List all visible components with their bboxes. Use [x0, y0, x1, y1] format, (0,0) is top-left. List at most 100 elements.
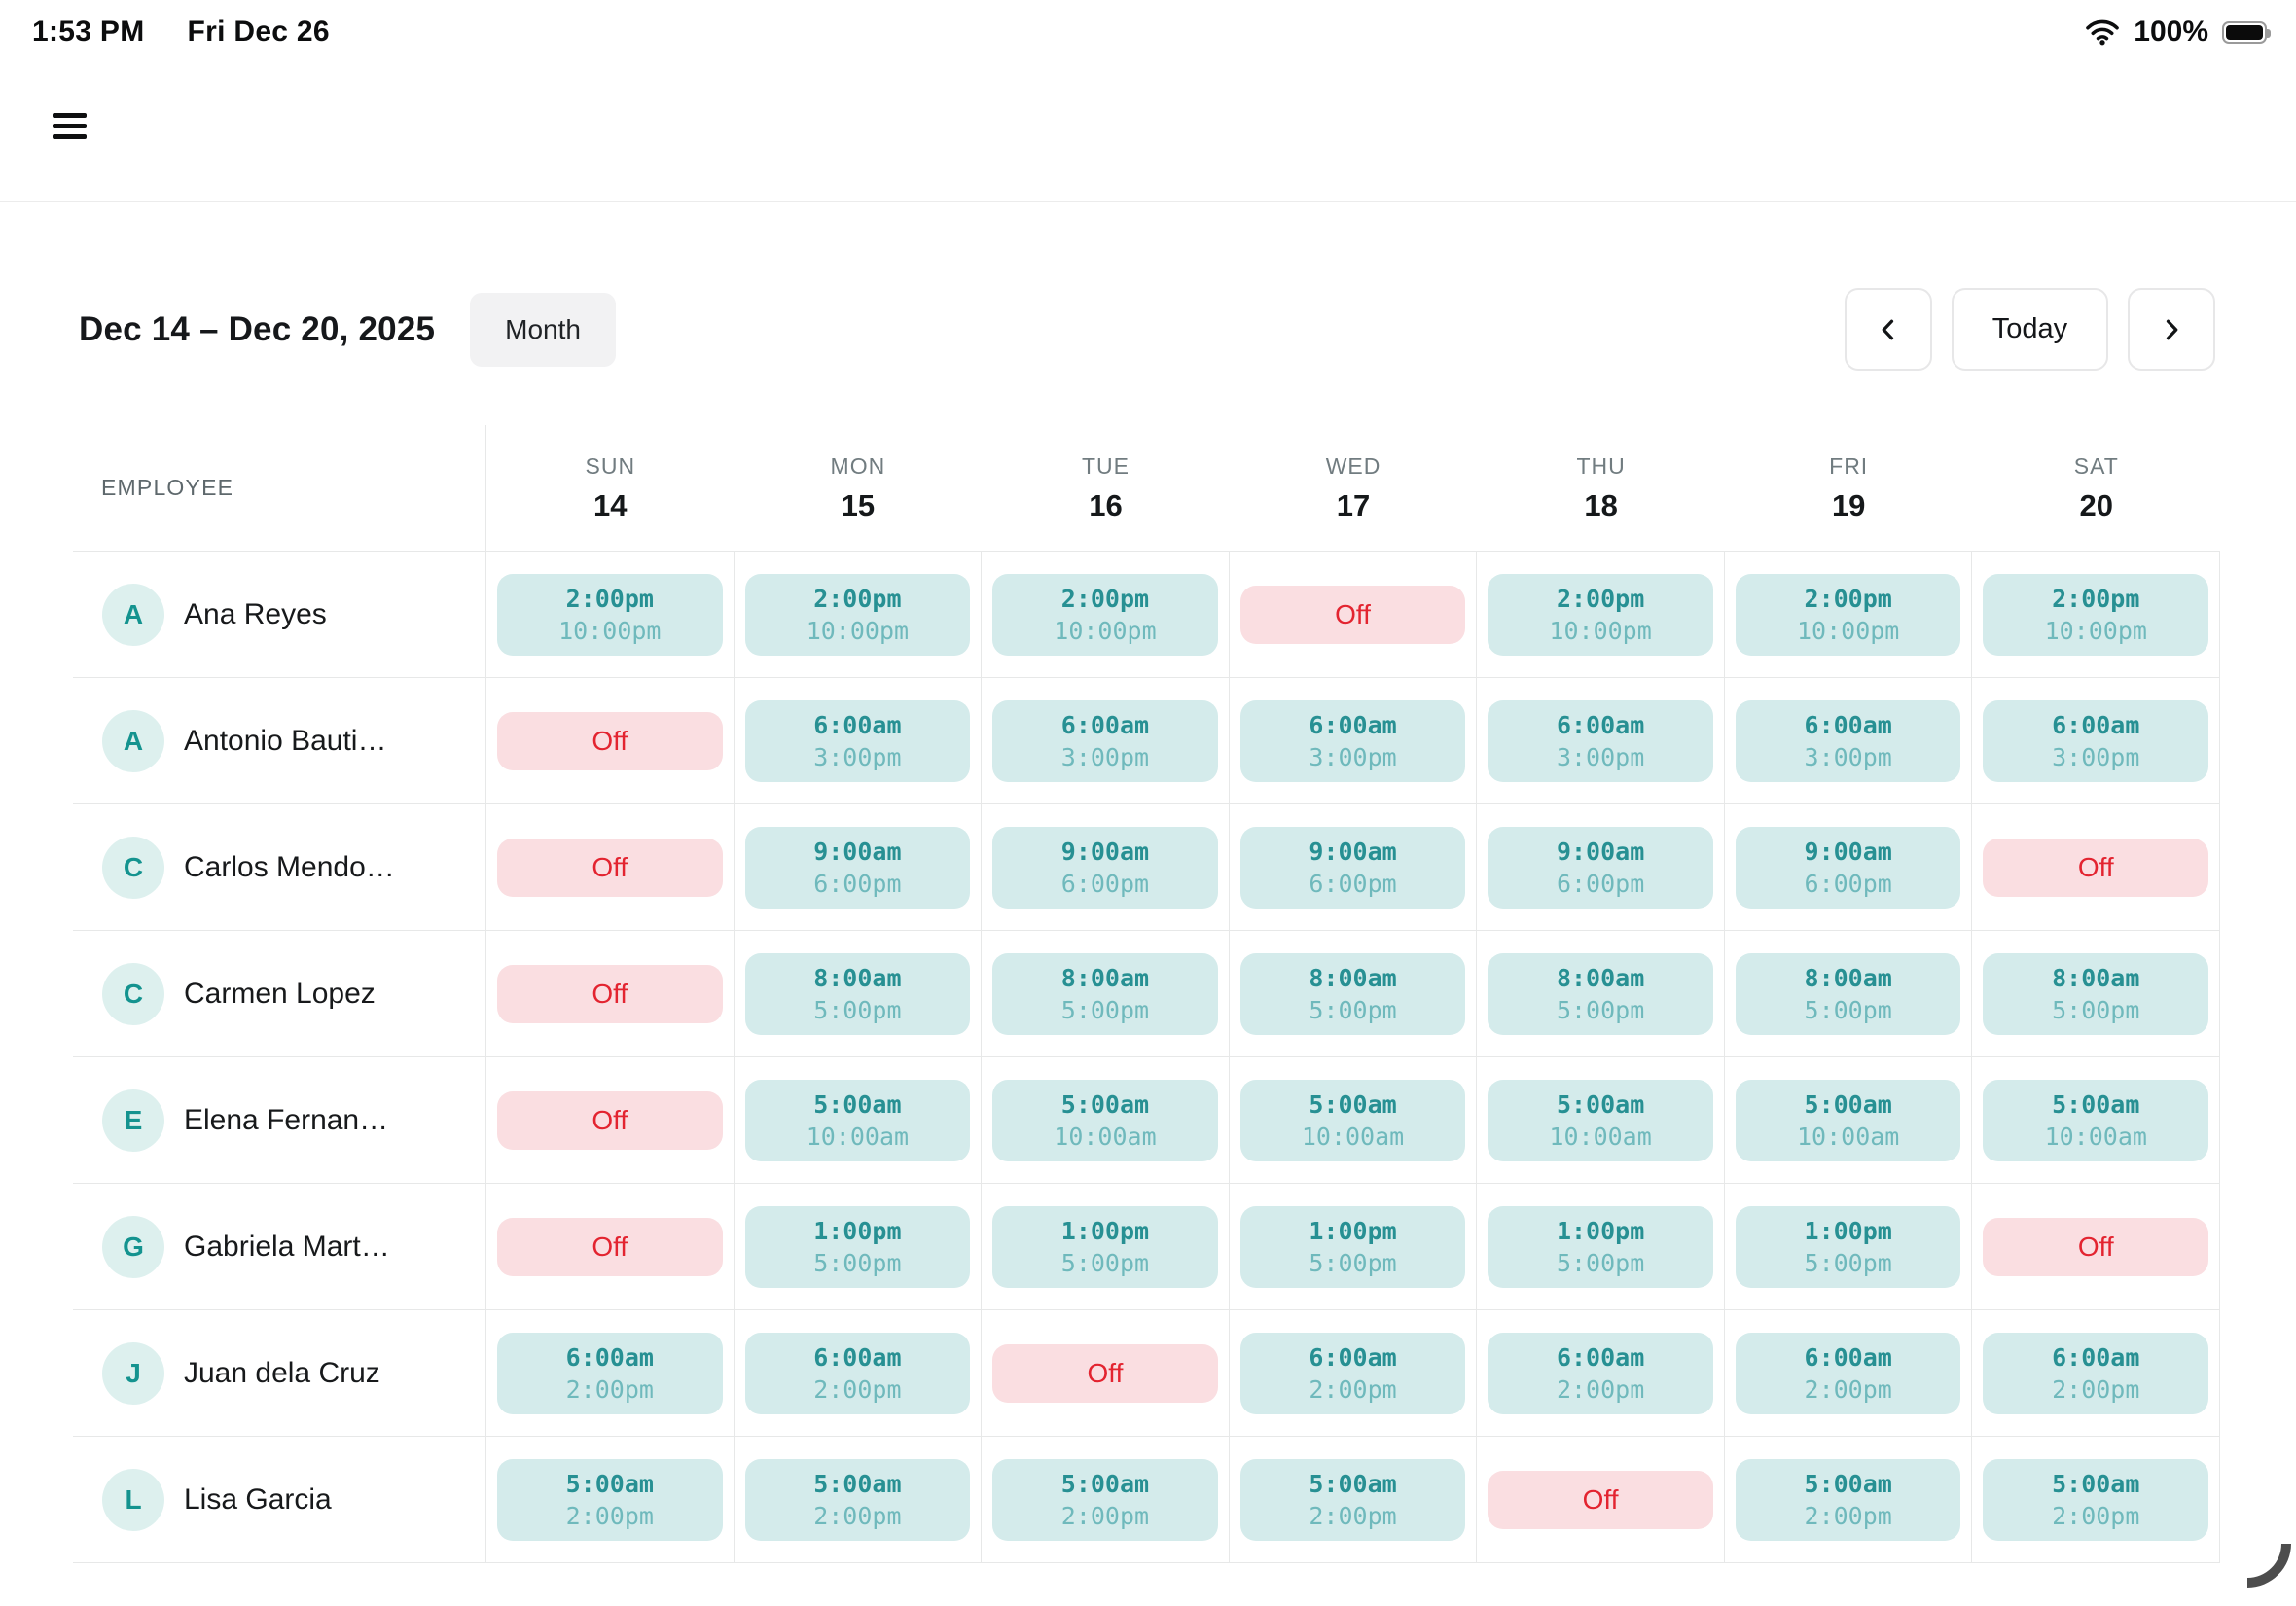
- shift-chip[interactable]: 5:00am 2:00pm: [992, 1458, 1218, 1541]
- shift-chip[interactable]: 8:00am 5:00pm: [992, 952, 1218, 1035]
- shift-chip[interactable]: 6:00am 3:00pm: [992, 699, 1218, 782]
- employee-name: Juan dela Cruz: [184, 1356, 380, 1389]
- shift-chip[interactable]: 5:00am 10:00am: [1735, 1079, 1961, 1161]
- off-chip[interactable]: Off: [1983, 1217, 2209, 1276]
- toolbar: Dec 14 – Dec 20, 2025 Month Today: [0, 288, 2296, 371]
- shift-chip[interactable]: 5:00am 10:00am: [992, 1079, 1218, 1161]
- shift-chip[interactable]: 6:00am 2:00pm: [1735, 1332, 1961, 1414]
- shift-chip[interactable]: 1:00pm 5:00pm: [992, 1205, 1218, 1288]
- shift-end-time: 2:00pm: [2052, 1501, 2140, 1530]
- shift-start-time: 1:00pm: [1804, 1216, 1892, 1245]
- off-chip[interactable]: Off: [497, 1090, 723, 1150]
- shift-start-time: 8:00am: [1804, 963, 1892, 992]
- shift-start-time: 5:00am: [1309, 1469, 1397, 1498]
- shift-end-time: 5:00pm: [1556, 1248, 1645, 1277]
- off-chip[interactable]: Off: [992, 1343, 1218, 1403]
- shift-end-time: 10:00pm: [806, 616, 910, 645]
- schedule-cell: 6:00am 2:00pm: [1477, 1310, 1725, 1436]
- shift-start-time: 6:00am: [1556, 1342, 1645, 1372]
- shift-end-time: 2:00pm: [813, 1501, 902, 1530]
- shift-end-time: 5:00pm: [1804, 1248, 1892, 1277]
- prev-week-button[interactable]: [1845, 288, 1932, 371]
- shift-chip[interactable]: 5:00am 10:00am: [1488, 1079, 1713, 1161]
- shift-chip[interactable]: 9:00am 6:00pm: [992, 826, 1218, 909]
- shift-start-time: 5:00am: [1060, 1469, 1150, 1498]
- off-chip[interactable]: Off: [1488, 1470, 1713, 1529]
- shift-start-time: 9:00am: [1309, 837, 1397, 866]
- schedule-cell: 6:00am 2:00pm: [1972, 1310, 2221, 1436]
- shift-chip[interactable]: 6:00am 3:00pm: [1488, 699, 1713, 782]
- shift-chip[interactable]: 5:00am 10:00am: [1983, 1079, 2209, 1161]
- shift-chip[interactable]: 6:00am 2:00pm: [744, 1332, 971, 1414]
- shift-end-time: 6:00pm: [1804, 869, 1892, 898]
- shift-chip[interactable]: 8:00am 5:00pm: [744, 952, 971, 1035]
- shift-chip[interactable]: 6:00am 2:00pm: [1239, 1332, 1466, 1414]
- day-header: SAT 20: [1972, 425, 2220, 551]
- off-chip[interactable]: Off: [497, 964, 723, 1023]
- shift-chip[interactable]: 5:00am 10:00am: [744, 1079, 971, 1161]
- shift-chip[interactable]: 6:00am 3:00pm: [1735, 699, 1961, 782]
- shift-chip[interactable]: 1:00pm 5:00pm: [1488, 1205, 1713, 1288]
- schedule-cell: Off: [486, 931, 735, 1056]
- shift-end-time: 5:00pm: [2052, 995, 2140, 1024]
- shift-chip[interactable]: 5:00am 10:00am: [1239, 1079, 1466, 1161]
- shift-end-time: 2:00pm: [1804, 1374, 1892, 1404]
- shift-chip[interactable]: 1:00pm 5:00pm: [1239, 1205, 1466, 1288]
- menu-icon[interactable]: [53, 113, 87, 139]
- off-chip[interactable]: Off: [497, 711, 723, 770]
- shift-chip[interactable]: 2:00pm 10:00pm: [744, 573, 971, 656]
- off-chip[interactable]: Off: [497, 1217, 723, 1276]
- shift-chip[interactable]: 5:00am 2:00pm: [1239, 1458, 1466, 1541]
- shift-chip[interactable]: 6:00am 3:00pm: [1239, 699, 1466, 782]
- next-week-button[interactable]: [2128, 288, 2215, 371]
- day-header: TUE 16: [982, 425, 1230, 551]
- shift-chip[interactable]: 9:00am 6:00pm: [1239, 826, 1466, 909]
- shift-start-time: 6:00am: [1556, 710, 1645, 739]
- shift-end-time: 10:00pm: [1549, 616, 1652, 645]
- shift-chip[interactable]: 8:00am 5:00pm: [1488, 952, 1713, 1035]
- off-chip[interactable]: Off: [1239, 585, 1466, 644]
- off-chip[interactable]: Off: [1983, 838, 2209, 897]
- shift-chip[interactable]: 6:00am 2:00pm: [497, 1332, 723, 1414]
- shift-chip[interactable]: 5:00am 2:00pm: [1735, 1458, 1961, 1541]
- shift-chip[interactable]: 9:00am 6:00pm: [1488, 826, 1713, 909]
- shift-chip[interactable]: 2:00pm 10:00pm: [992, 573, 1218, 656]
- shift-start-time: 8:00am: [2052, 963, 2140, 992]
- shift-chip[interactable]: 6:00am 3:00pm: [744, 699, 971, 782]
- shift-chip[interactable]: 6:00am 3:00pm: [1983, 699, 2209, 782]
- shift-chip[interactable]: 9:00am 6:00pm: [1735, 826, 1961, 909]
- today-button[interactable]: Today: [1952, 288, 2108, 371]
- shift-end-time: 6:00pm: [813, 869, 902, 898]
- shift-chip[interactable]: 5:00am 2:00pm: [1983, 1458, 2209, 1541]
- shift-end-time: 10:00am: [2044, 1122, 2147, 1151]
- shift-chip[interactable]: 2:00pm 10:00pm: [1735, 573, 1961, 656]
- shift-end-time: 2:00pm: [1804, 1501, 1892, 1530]
- shift-chip[interactable]: 1:00pm 5:00pm: [1735, 1205, 1961, 1288]
- shift-start-time: 6:00am: [1060, 710, 1150, 739]
- shift-chip[interactable]: 2:00pm 10:00pm: [1488, 573, 1713, 656]
- employee-name: Carmen Lopez: [184, 977, 376, 1010]
- shift-chip[interactable]: 8:00am 5:00pm: [1239, 952, 1466, 1035]
- schedule-cell: 9:00am 6:00pm: [735, 804, 983, 930]
- shift-chip[interactable]: 1:00pm 5:00pm: [744, 1205, 971, 1288]
- shift-chip[interactable]: 8:00am 5:00pm: [1735, 952, 1961, 1035]
- shift-start-time: 1:00pm: [1060, 1216, 1150, 1245]
- shift-chip[interactable]: 2:00pm 10:00pm: [1983, 573, 2209, 656]
- shift-chip[interactable]: 5:00am 2:00pm: [497, 1458, 723, 1541]
- schedule-cell: 8:00am 5:00pm: [1230, 931, 1478, 1056]
- month-view-button[interactable]: Month: [470, 292, 616, 367]
- shift-chip[interactable]: 6:00am 2:00pm: [1488, 1332, 1713, 1414]
- shift-start-time: 1:00pm: [813, 1216, 902, 1245]
- schedule-cell: 6:00am 3:00pm: [982, 678, 1230, 803]
- avatar: C: [102, 836, 164, 899]
- shift-chip[interactable]: 2:00pm 10:00pm: [497, 573, 723, 656]
- shift-chip[interactable]: 8:00am 5:00pm: [1983, 952, 2209, 1035]
- shift-end-time: 10:00am: [1797, 1122, 1900, 1151]
- shift-chip[interactable]: 9:00am 6:00pm: [744, 826, 971, 909]
- shift-chip[interactable]: 5:00am 2:00pm: [744, 1458, 971, 1541]
- shift-end-time: 3:00pm: [2052, 742, 2140, 771]
- off-chip[interactable]: Off: [497, 838, 723, 897]
- shift-chip[interactable]: 6:00am 2:00pm: [1983, 1332, 2209, 1414]
- shift-end-time: 2:00pm: [1309, 1501, 1397, 1530]
- shift-end-time: 3:00pm: [1060, 742, 1150, 771]
